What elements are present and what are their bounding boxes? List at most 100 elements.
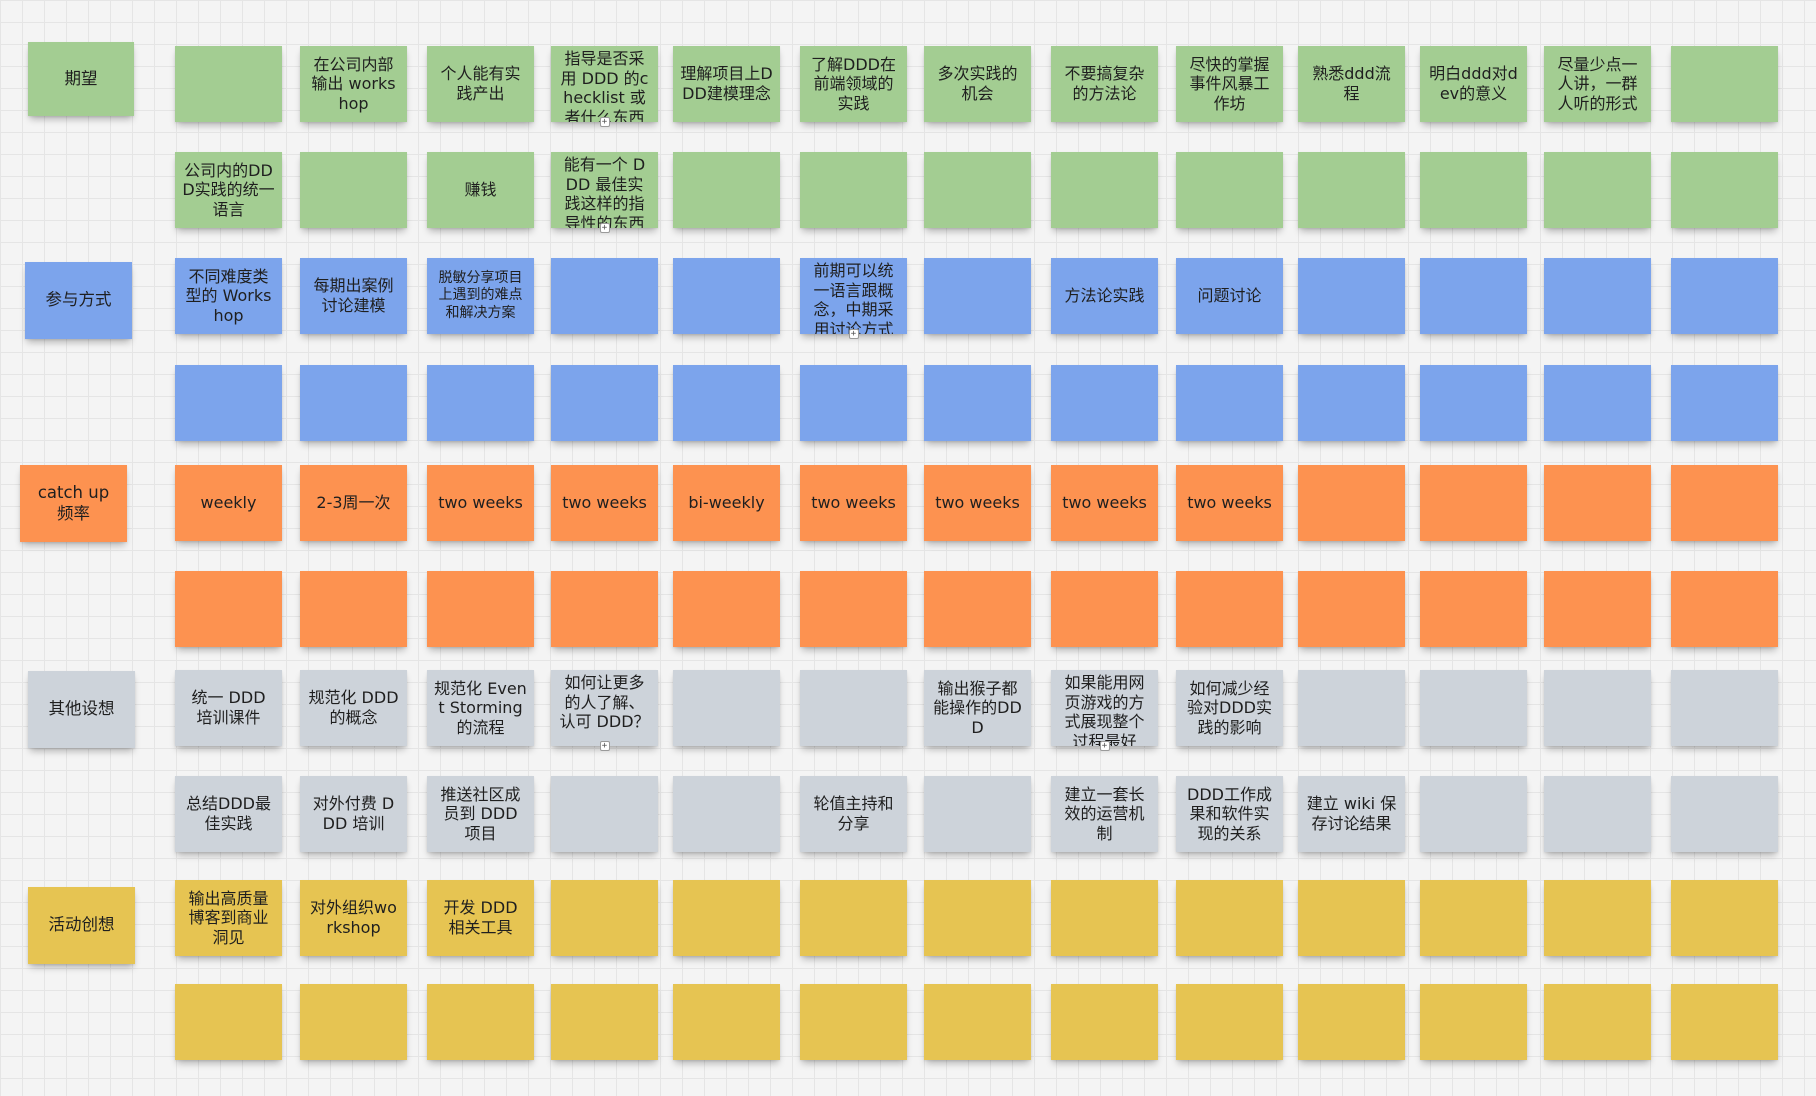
sticky-note[interactable]: 不同难度类型的 Workshop (175, 258, 282, 334)
sticky-note[interactable]: DDD工作成果和软件实现的关系 (1176, 776, 1283, 852)
empty-sticky-note[interactable] (427, 984, 534, 1060)
empty-sticky-note[interactable] (1544, 465, 1651, 541)
sticky-note[interactable]: 规范化 DDD 的概念 (300, 670, 407, 746)
sticky-note[interactable]: two weeks (800, 465, 907, 541)
empty-sticky-note[interactable] (1051, 880, 1158, 956)
empty-sticky-note[interactable] (1544, 571, 1651, 647)
sticky-note[interactable]: 前期可以统一语言跟概念，中期采用讨论方式 (800, 258, 907, 334)
empty-sticky-note[interactable] (1051, 152, 1158, 228)
empty-sticky-note[interactable] (551, 776, 658, 852)
expand-note-icon[interactable]: + (848, 329, 859, 339)
empty-sticky-note[interactable] (175, 46, 282, 122)
empty-sticky-note[interactable] (1671, 776, 1778, 852)
empty-sticky-note[interactable] (1176, 365, 1283, 441)
empty-sticky-note[interactable] (1176, 984, 1283, 1060)
empty-sticky-note[interactable] (1420, 152, 1527, 228)
empty-sticky-note[interactable] (673, 670, 780, 746)
expand-note-icon[interactable]: + (599, 223, 610, 233)
sticky-note[interactable]: 对外付费 DDD 培训 (300, 776, 407, 852)
sticky-note[interactable]: 建立 wiki 保存讨论结果 (1298, 776, 1405, 852)
empty-sticky-note[interactable] (1298, 258, 1405, 334)
empty-sticky-note[interactable] (1671, 880, 1778, 956)
empty-sticky-note[interactable] (551, 880, 658, 956)
sticky-note[interactable]: 轮值主持和分享 (800, 776, 907, 852)
sticky-note[interactable]: 建立一套长效的运营机制 (1051, 776, 1158, 852)
sticky-note[interactable]: 公司内的DDD实践的统一语言 (175, 152, 282, 228)
empty-sticky-note[interactable] (1051, 984, 1158, 1060)
empty-sticky-note[interactable] (924, 776, 1031, 852)
sticky-note[interactable]: 如何减少经验对DDD实践的影响 (1176, 670, 1283, 746)
empty-sticky-note[interactable] (1420, 670, 1527, 746)
sticky-note[interactable]: 输出高质量博客到商业洞见 (175, 880, 282, 956)
empty-sticky-note[interactable] (1671, 465, 1778, 541)
empty-sticky-note[interactable] (175, 984, 282, 1060)
empty-sticky-note[interactable] (175, 365, 282, 441)
empty-sticky-note[interactable] (924, 152, 1031, 228)
sticky-note[interactable]: two weeks (1176, 465, 1283, 541)
sticky-note[interactable]: 尽快的掌握事件风暴工作坊 (1176, 46, 1283, 122)
empty-sticky-note[interactable] (924, 984, 1031, 1060)
empty-sticky-note[interactable] (673, 571, 780, 647)
empty-sticky-note[interactable] (800, 365, 907, 441)
empty-sticky-note[interactable] (1671, 670, 1778, 746)
empty-sticky-note[interactable] (1420, 984, 1527, 1060)
empty-sticky-note[interactable] (1544, 776, 1651, 852)
row-label-sticky[interactable]: catch up 频率 (20, 465, 127, 542)
empty-sticky-note[interactable] (300, 984, 407, 1060)
empty-sticky-note[interactable] (1671, 984, 1778, 1060)
empty-sticky-note[interactable] (1671, 258, 1778, 334)
empty-sticky-note[interactable] (673, 258, 780, 334)
empty-sticky-note[interactable] (800, 670, 907, 746)
empty-sticky-note[interactable] (1298, 880, 1405, 956)
empty-sticky-note[interactable] (924, 571, 1031, 647)
sticky-note[interactable]: bi-weekly (673, 465, 780, 541)
sticky-note[interactable]: 输出猴子都能操作的DDD (924, 670, 1031, 746)
sticky-note[interactable]: 了解DDD在前端领域的实践 (800, 46, 907, 122)
sticky-note[interactable]: 明白ddd对dev的意义 (1420, 46, 1527, 122)
empty-sticky-note[interactable] (800, 984, 907, 1060)
sticky-note[interactable]: 如何让更多的人了解、认可 DDD？ (551, 670, 658, 746)
sticky-note[interactable]: 在公司内部输出 workshop (300, 46, 407, 122)
empty-sticky-note[interactable] (1544, 258, 1651, 334)
empty-sticky-note[interactable] (673, 880, 780, 956)
sticky-note[interactable]: 不要搞复杂的方法论 (1051, 46, 1158, 122)
sticky-note[interactable]: 指导是否采用 DDD 的checklist 或者什么东西 (551, 46, 658, 122)
empty-sticky-note[interactable] (1298, 670, 1405, 746)
expand-note-icon[interactable]: + (599, 117, 610, 127)
sticky-note[interactable]: 赚钱 (427, 152, 534, 228)
empty-sticky-note[interactable] (1544, 670, 1651, 746)
row-label-sticky[interactable]: 参与方式 (25, 262, 132, 339)
empty-sticky-note[interactable] (1051, 365, 1158, 441)
empty-sticky-note[interactable] (1298, 152, 1405, 228)
empty-sticky-note[interactable] (1420, 465, 1527, 541)
empty-sticky-note[interactable] (551, 984, 658, 1060)
empty-sticky-note[interactable] (300, 152, 407, 228)
empty-sticky-note[interactable] (1420, 571, 1527, 647)
empty-sticky-note[interactable] (673, 984, 780, 1060)
empty-sticky-note[interactable] (1176, 571, 1283, 647)
empty-sticky-note[interactable] (1298, 984, 1405, 1060)
empty-sticky-note[interactable] (924, 365, 1031, 441)
empty-sticky-note[interactable] (1544, 880, 1651, 956)
sticky-note[interactable]: 多次实践的机会 (924, 46, 1031, 122)
empty-sticky-note[interactable] (551, 258, 658, 334)
empty-sticky-note[interactable] (300, 571, 407, 647)
empty-sticky-note[interactable] (551, 571, 658, 647)
sticky-note[interactable]: 对外组织workshop (300, 880, 407, 956)
sticky-note[interactable]: 能有一个 DDD 最佳实践这样的指导性的东西 (551, 152, 658, 228)
empty-sticky-note[interactable] (1671, 46, 1778, 122)
empty-sticky-note[interactable] (673, 776, 780, 852)
sticky-note[interactable]: 规范化 Event Storming 的流程 (427, 670, 534, 746)
empty-sticky-note[interactable] (1544, 365, 1651, 441)
sticky-note[interactable]: 2-3周一次 (300, 465, 407, 541)
empty-sticky-note[interactable] (427, 365, 534, 441)
empty-sticky-note[interactable] (551, 365, 658, 441)
empty-sticky-note[interactable] (175, 571, 282, 647)
empty-sticky-note[interactable] (1671, 365, 1778, 441)
sticky-note[interactable]: two weeks (427, 465, 534, 541)
empty-sticky-note[interactable] (1176, 880, 1283, 956)
sticky-note[interactable]: 尽量少点一人讲，一群人听的形式 (1544, 46, 1651, 122)
empty-sticky-note[interactable] (1420, 880, 1527, 956)
empty-sticky-note[interactable] (1420, 258, 1527, 334)
